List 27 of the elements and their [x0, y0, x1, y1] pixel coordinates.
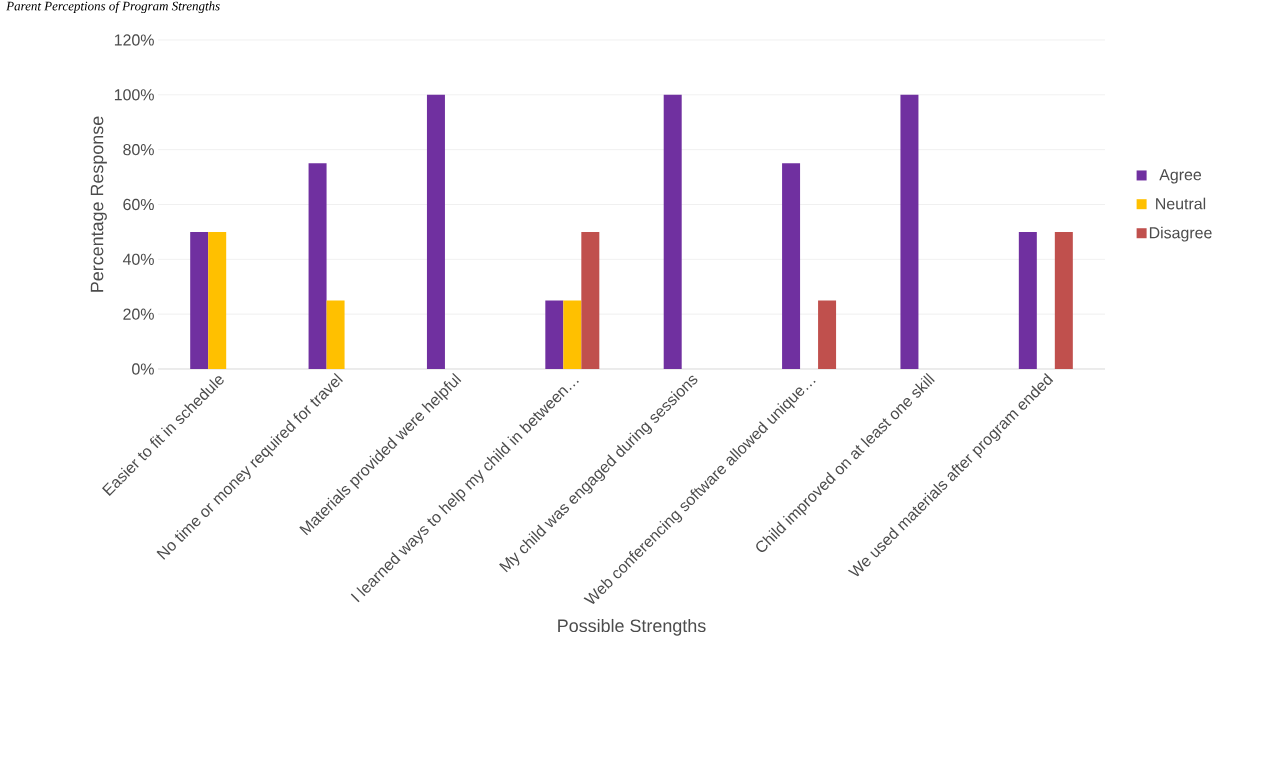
bar: [581, 231, 600, 369]
y-tick-label: 40%: [122, 253, 154, 265]
bar: [1018, 231, 1037, 369]
bar: [326, 300, 345, 369]
y-tick-label: 20%: [123, 308, 154, 320]
y-tick-label: 60%: [123, 198, 154, 211]
chart-title: Parent Perceptions of Program Strengths: [6, 1, 220, 14]
bar: [818, 300, 837, 369]
bar: [426, 94, 445, 369]
y-tick-label: 0%: [132, 363, 154, 375]
y-tick-label: 80%: [123, 144, 154, 156]
bar: [900, 94, 919, 369]
x-axis-title: Possible Strengths: [558, 618, 706, 636]
y-tick-label: 100%: [114, 89, 154, 101]
bar: [208, 231, 227, 369]
y-axis-title: Percentage Response: [90, 116, 107, 292]
legend-label: Disagree: [1149, 226, 1212, 242]
bar: [782, 163, 801, 369]
legend-label: Agree: [1159, 169, 1202, 184]
bar: [190, 231, 209, 369]
bar: [545, 300, 564, 369]
bar: [1054, 231, 1073, 369]
y-tick-label: 120%: [114, 34, 154, 46]
legend-label: Neutral: [1156, 197, 1206, 210]
bar: [563, 300, 582, 369]
bar: [308, 163, 327, 369]
bar: [663, 94, 682, 369]
